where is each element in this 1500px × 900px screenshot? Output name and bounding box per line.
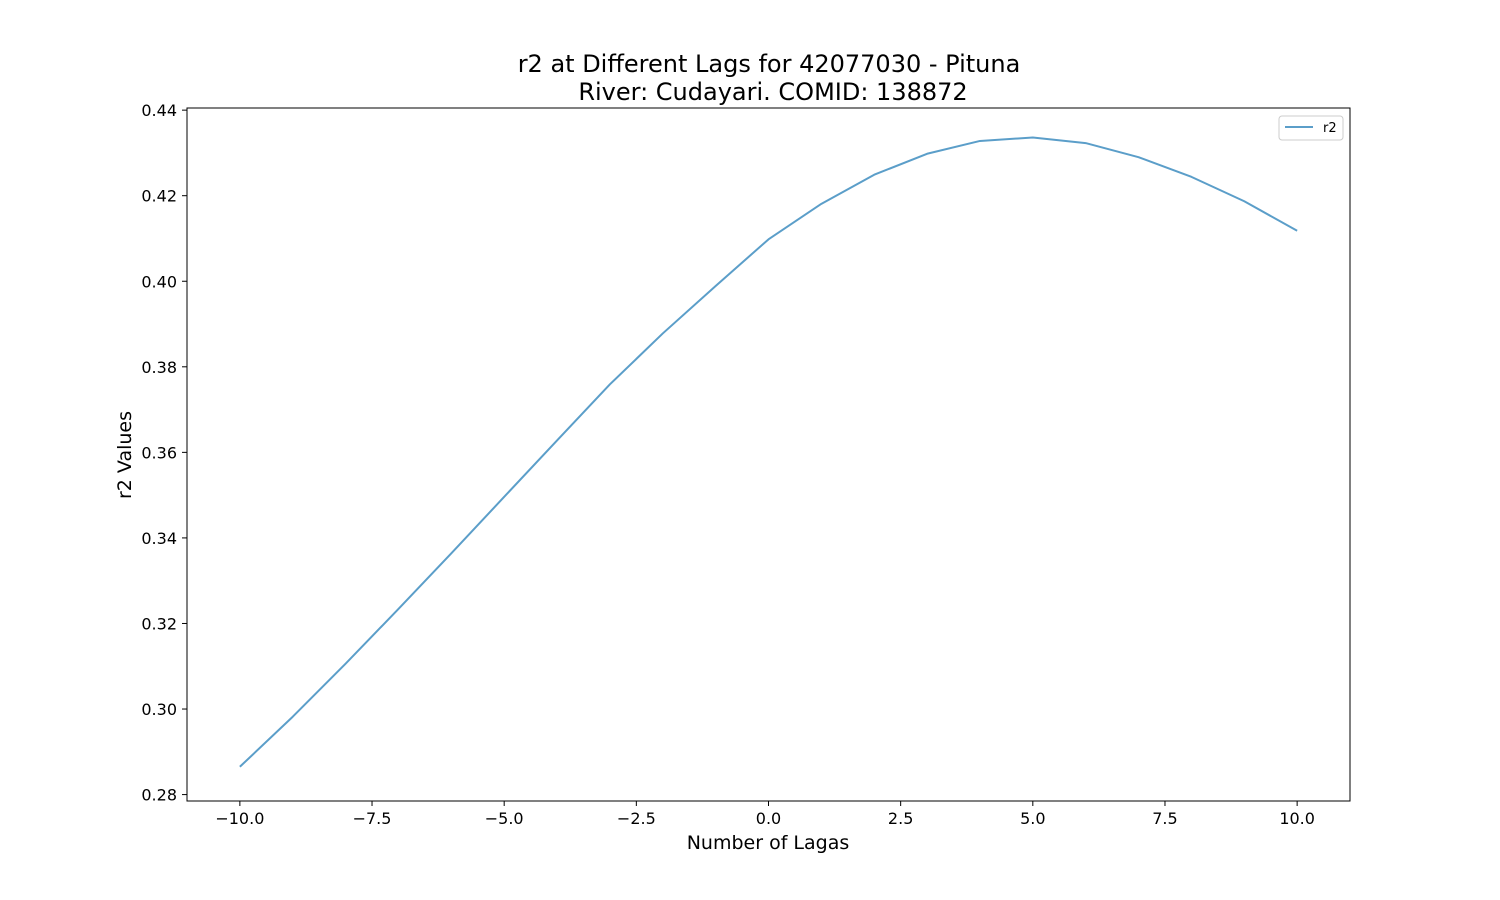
legend: r2 (1278, 115, 1344, 141)
chart-subtitle: River: Cudayari. COMID: 138872 (578, 78, 967, 106)
x-tick-label: −7.5 (353, 809, 392, 828)
x-axis: −10.0 −7.5 −5.0 −2.5 0.0 2.5 5.0 7.5 10.0 (215, 801, 1315, 828)
y-tick-label: 0.30 (141, 700, 177, 719)
x-tick-label: 10.0 (1279, 809, 1315, 828)
x-axis-label: Number of Lagas (687, 832, 850, 854)
y-axis: 0.28 0.30 0.32 0.34 0.36 0.38 0.40 0.42 0.44 (141, 101, 187, 805)
y-tick-label: 0.42 (141, 187, 177, 206)
x-tick-label: 2.5 (888, 809, 913, 828)
x-tick-label: 7.5 (1152, 809, 1177, 828)
y-tick-label: 0.32 (141, 614, 177, 633)
y-axis-label: r2 Values (114, 411, 136, 499)
x-tick-label: −5.0 (485, 809, 524, 828)
y-tick-label: 0.34 (141, 529, 177, 548)
x-tick-label: 0.0 (756, 809, 781, 828)
y-tick-label: 0.38 (141, 358, 177, 377)
series-line-r2 (239, 136, 1298, 768)
y-tick-label: 0.44 (141, 101, 177, 120)
chart-title: r2 at Different Lags for 42077030 - Pitu… (518, 50, 1021, 78)
series-layer (239, 136, 1298, 768)
y-tick-label: 0.36 (141, 443, 177, 462)
legend-label: r2 (1323, 121, 1337, 136)
y-tick-label: 0.28 (141, 786, 177, 805)
x-tick-label: −10.0 (215, 809, 264, 828)
y-tick-label: 0.40 (141, 272, 177, 291)
x-tick-label: −2.5 (617, 809, 656, 828)
x-tick-label: 5.0 (1020, 809, 1045, 828)
